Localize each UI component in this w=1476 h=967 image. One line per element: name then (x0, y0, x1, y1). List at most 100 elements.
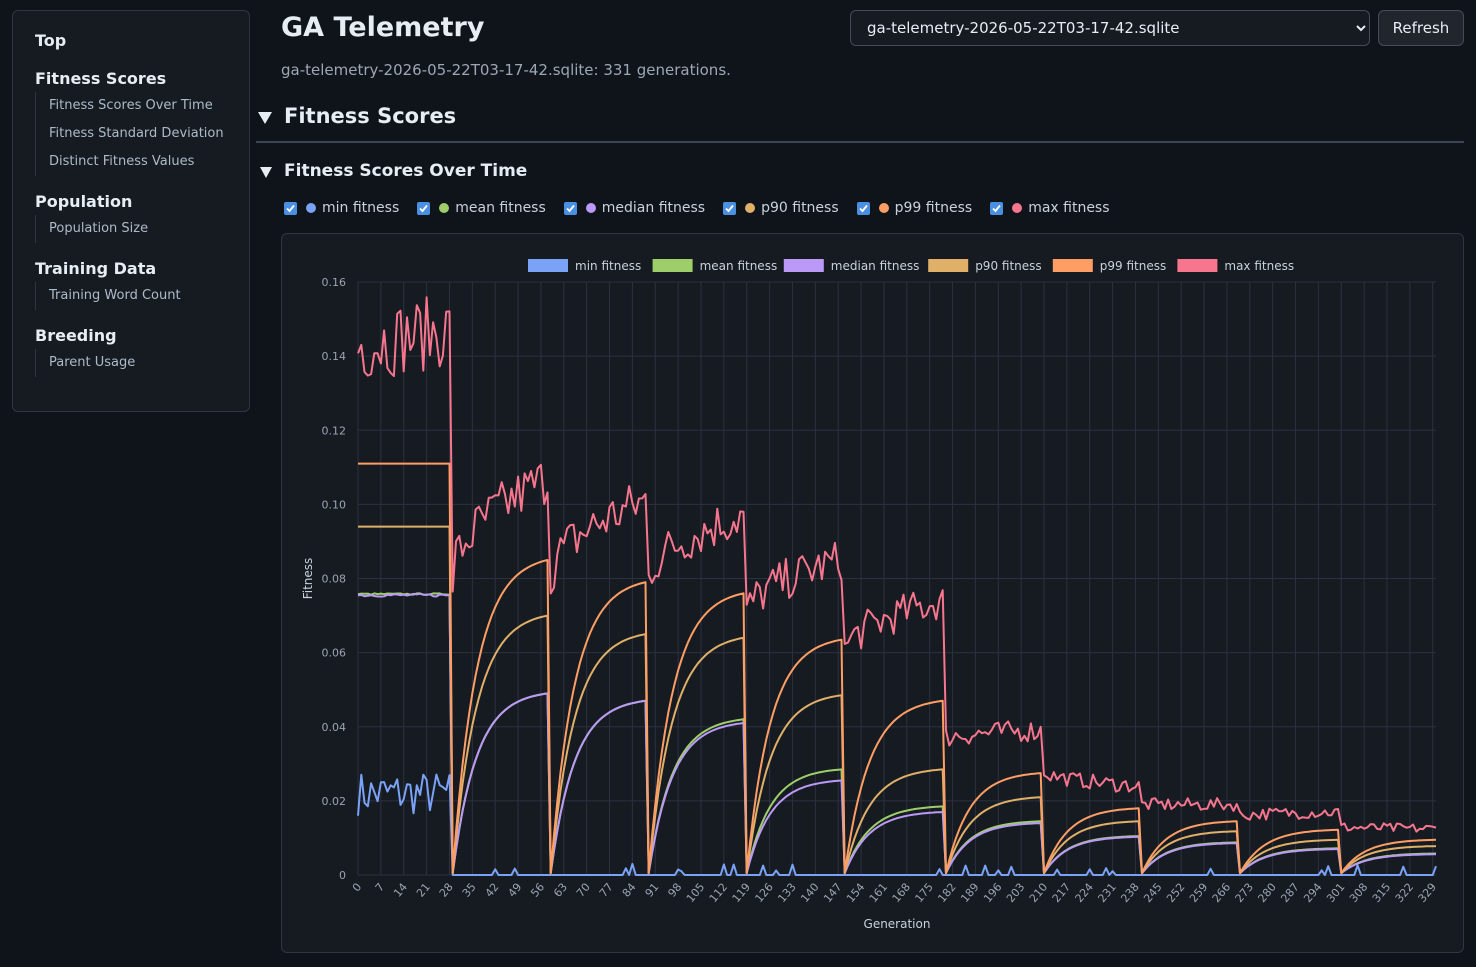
x-tick-label: 182 (935, 881, 958, 905)
fitness-line-chart[interactable]: 00.020.040.060.080.100.120.140.160 7 14 21 2… (282, 234, 1463, 952)
sidebar-section-breeding[interactable]: Breeding (35, 326, 117, 345)
x-tick-label: 56 (528, 881, 547, 900)
x-tick-label: 210 (1027, 881, 1050, 905)
legend-swatch (928, 259, 969, 272)
sidebar-item-population-size[interactable]: Population Size (49, 221, 149, 236)
x-tick-label: 287 (1278, 881, 1301, 905)
checkbox-icon[interactable] (563, 201, 577, 215)
checkbox-icon[interactable] (856, 201, 870, 215)
series-line-median (357, 592, 1437, 875)
series-toggle-median[interactable]: median fitness (563, 200, 706, 216)
sidebar-group-breeding: Parent Usage (35, 349, 249, 377)
y-tick-label: 0.14 (322, 350, 347, 363)
series-toggle-label: min fitness (322, 200, 400, 216)
legend-item[interactable]: mean fitness (652, 259, 778, 273)
x-tick-label: 14 (391, 881, 410, 900)
x-axis-title: Generation (864, 917, 931, 931)
series-line-max (357, 296, 1437, 833)
x-tick-label: 238 (1118, 881, 1141, 905)
x-tick-label: 0 (350, 881, 364, 895)
legend-swatch (652, 259, 693, 272)
x-tick-label: 49 (505, 881, 524, 900)
x-tick-label: 133 (775, 881, 798, 905)
sidebar-section-training-data[interactable]: Training Data (35, 259, 157, 278)
y-tick-label: 0.10 (322, 498, 347, 511)
legend-item[interactable]: p99 fitness (1052, 259, 1166, 273)
x-tick-label: 28 (437, 881, 456, 900)
section-fitness-scores-toggle[interactable]: Fitness Scores (256, 104, 1464, 143)
x-tick-label: 203 (1004, 881, 1027, 905)
series-color-dot (878, 203, 889, 213)
chart-panel: 0 0.02 0.04 0.06 0.08 0.10 0.12 0.14 0.16 0 7 14 21 2… (281, 233, 1464, 953)
x-tick-label: 259 (1187, 881, 1210, 905)
legend-item[interactable]: max fitness (1177, 259, 1294, 273)
x-tick-label: 322 (1393, 881, 1416, 905)
series-color-dot (745, 203, 756, 213)
legend-label: p90 fitness (975, 259, 1041, 273)
x-tick-label: 231 (1095, 881, 1118, 905)
checkbox-icon[interactable] (284, 201, 297, 215)
sidebar-item-fitness-scores-over-time[interactable]: Fitness Scores Over Time (49, 98, 213, 113)
sidebar-section-population[interactable]: Population (35, 192, 133, 211)
y-axis-title: Fitness (301, 558, 315, 600)
legend-item[interactable]: p90 fitness (928, 259, 1042, 273)
x-tick-label: 77 (597, 881, 616, 900)
sidebar-group-training-data: Training Word Count (35, 282, 249, 310)
refresh-button[interactable]: Refresh (1378, 10, 1464, 46)
y-tick-label: 0 (339, 869, 346, 882)
legend-swatch (1052, 259, 1093, 272)
x-tick-label: 112 (707, 881, 730, 905)
x-tick-label: 315 (1370, 881, 1393, 905)
sidebar-item-parent-usage[interactable]: Parent Usage (49, 355, 136, 370)
sidebar-item-distinct-fitness-values[interactable]: Distinct Fitness Values (49, 154, 195, 169)
sidebar-item-training-word-count[interactable]: Training Word Count (49, 288, 181, 303)
sidebar: Top Fitness Scores Fitness Scores Over T… (12, 10, 250, 412)
x-tick-label: 217 (1050, 881, 1073, 905)
checkbox-icon[interactable] (990, 201, 1004, 215)
series-toggles: min fitness mean fitness median fitness … (284, 198, 1128, 218)
x-tick-label: 294 (1301, 881, 1324, 905)
series-toggle-max[interactable]: max fitness (990, 200, 1110, 216)
x-tick-label: 42 (483, 881, 502, 900)
checkbox-icon[interactable] (723, 201, 737, 215)
legend-swatch (783, 259, 824, 272)
sidebar-item-fitness-standard-deviation[interactable]: Fitness Standard Deviation (49, 126, 224, 141)
sidebar-link-top[interactable]: Top (35, 31, 67, 50)
database-select[interactable]: ga-telemetry-2026-05-22T03-17-42.sqlite (850, 10, 1370, 46)
collapse-triangle-icon (260, 167, 272, 178)
series-color-dot (306, 203, 316, 213)
y-tick-label: 0.08 (322, 573, 347, 586)
sidebar-section-fitness-scores[interactable]: Fitness Scores (35, 69, 167, 88)
legend-label: min fitness (575, 259, 641, 273)
x-tick-label: 7 (373, 881, 387, 895)
x-tick-label: 147 (821, 881, 844, 905)
series-line-mean (357, 592, 1437, 875)
series-color-dot (1012, 203, 1023, 213)
legend-item[interactable]: min fitness (528, 259, 641, 273)
series-toggle-label: median fitness (601, 200, 706, 216)
y-tick-label: 0.04 (322, 721, 347, 734)
x-tick-label: 196 (981, 881, 1004, 905)
x-tick-label: 161 (867, 881, 890, 905)
x-tick-label: 273 (1233, 881, 1256, 905)
series-toggle-label: p90 fitness (761, 200, 839, 216)
checkbox-icon[interactable] (417, 201, 431, 215)
series-toggle-p90[interactable]: p90 fitness (723, 200, 839, 216)
x-tick-label: 21 (414, 881, 433, 900)
x-tick-label: 63 (551, 881, 570, 900)
x-tick-label: 224 (1073, 881, 1096, 905)
series-toggle-min[interactable]: min fitness (284, 200, 399, 216)
series-toggle-p99[interactable]: p99 fitness (856, 200, 972, 216)
series-toggle-mean[interactable]: mean fitness (417, 200, 546, 216)
legend-item[interactable]: median fitness (783, 259, 920, 273)
x-tick-label: 245 (1141, 881, 1164, 905)
legend-label: median fitness (831, 259, 920, 273)
legend-label: mean fitness (700, 259, 778, 273)
x-tick-label: 252 (1164, 881, 1187, 905)
x-tick-label: 168 (890, 881, 913, 905)
x-tick-label: 308 (1347, 881, 1370, 905)
x-tick-label: 301 (1324, 881, 1347, 905)
subsection-title: Fitness Scores Over Time (284, 161, 528, 181)
x-tick-label: 280 (1256, 881, 1279, 905)
legend-swatch (528, 259, 568, 272)
